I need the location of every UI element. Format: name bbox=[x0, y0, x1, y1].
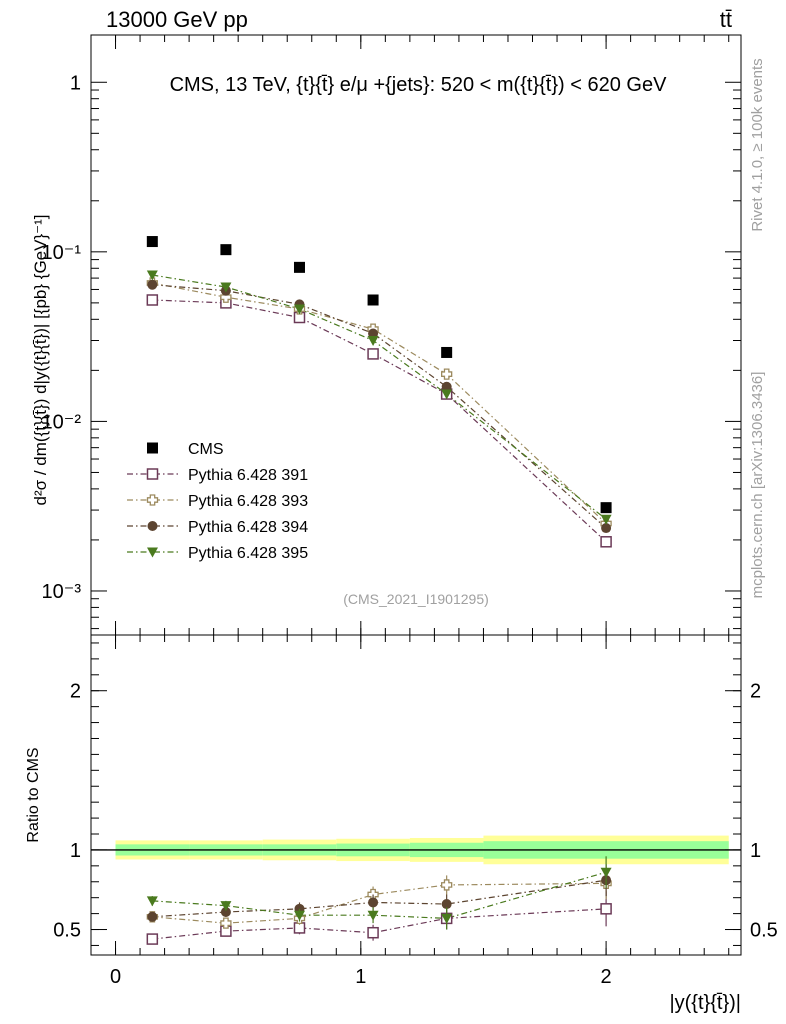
pythia-395-point bbox=[441, 913, 453, 924]
y-tick-label: 10⁻¹ bbox=[42, 242, 82, 264]
analysis-watermark: (CMS_2021_I1901295) bbox=[343, 591, 489, 607]
pythia-393-point bbox=[441, 879, 453, 891]
pythia-391-point bbox=[600, 536, 612, 548]
ratio-y-axis-label: Ratio to CMS bbox=[25, 747, 42, 842]
pythia-394-point bbox=[441, 381, 452, 392]
pythia-394-point bbox=[220, 907, 231, 918]
pythia-395-point bbox=[367, 336, 379, 347]
cms-data-point bbox=[600, 502, 612, 514]
legend-label: Pythia 6.428 393 bbox=[188, 493, 308, 510]
legend-label: Pythia 6.428 395 bbox=[188, 545, 308, 562]
pythia-395-ratio-line bbox=[152, 871, 607, 919]
pythia-394-point bbox=[147, 911, 158, 922]
mcplots-label: mcplots.cern.ch [arXiv:1306.3436] bbox=[749, 372, 766, 599]
pythia-391-point bbox=[146, 294, 159, 306]
ratio-y-tick-label-left: 2 bbox=[70, 681, 81, 703]
cms-data-point bbox=[441, 346, 453, 358]
rivet-version-label: Rivet 4.1.0, ≥ 100k events bbox=[749, 58, 766, 231]
pythia-395-point bbox=[293, 304, 305, 315]
axis-ticks: 0 1 2 10⁻³ 10⁻² 10⁻¹ 1 0.5 0.5 1 1 2 2 bbox=[42, 35, 778, 988]
pythia-395-point bbox=[146, 896, 158, 907]
pythia-395-point bbox=[220, 901, 232, 912]
ratio-panel-frame bbox=[90, 634, 742, 956]
pythia-391-point bbox=[600, 903, 612, 915]
ratio-y-tick-label-left: 0.5 bbox=[53, 920, 81, 942]
main-y-axis-label: d²σ / dm({t}{t̄}) d|y({t}{t̄})| [{pb} {G… bbox=[31, 214, 50, 505]
pythia-393-point bbox=[146, 494, 159, 506]
pythia-391-main-line bbox=[152, 299, 607, 543]
pythia-394-point bbox=[147, 279, 158, 290]
pythia-394-point bbox=[601, 523, 612, 534]
pythia-395-point bbox=[600, 514, 612, 525]
pythia-394-ratio-line bbox=[152, 879, 607, 918]
ratio-y-tick-label-right: 0.5 bbox=[750, 920, 778, 942]
pythia-393-main-line bbox=[152, 282, 607, 524]
pythia-395-point bbox=[441, 389, 453, 400]
cms-data-point bbox=[293, 261, 305, 273]
legend: CMS Pythia 6.428 391 Pythia 6.428 393 Pythi… bbox=[127, 441, 308, 562]
legend-label: Pythia 6.428 394 bbox=[188, 519, 308, 536]
header-left-title: 13000 GeV pp bbox=[106, 7, 248, 32]
header-right-title: tt̄ bbox=[720, 7, 732, 32]
ratio-y-tick-label-right: 1 bbox=[750, 840, 761, 862]
y-tick-label: 10⁻³ bbox=[42, 581, 82, 603]
pythia-394-main-line bbox=[152, 284, 607, 529]
axes-frames bbox=[90, 34, 742, 956]
x-tick-label: 2 bbox=[601, 966, 612, 988]
legend-label: CMS bbox=[188, 441, 224, 458]
x-tick-label: 1 bbox=[355, 966, 366, 988]
ratio-y-tick-label-left: 1 bbox=[70, 840, 81, 862]
pythia-393-point bbox=[441, 368, 453, 380]
x-tick-label: 0 bbox=[110, 966, 121, 988]
pythia-394-point bbox=[368, 328, 379, 339]
chart-title: CMS, 13 TeV, {t}{t̄} e/μ +{jets}: 520 < … bbox=[170, 74, 668, 96]
pythia-395-point bbox=[147, 547, 158, 558]
pythia-391-point bbox=[367, 348, 379, 360]
pythia-393-point bbox=[220, 917, 232, 929]
cms-data-point bbox=[147, 442, 158, 454]
y-tick-label: 10⁻² bbox=[42, 411, 82, 433]
x-axis-label: |y({t}{t̄})| bbox=[669, 992, 741, 1014]
pythia-394-point bbox=[441, 899, 452, 910]
pythia-395-point bbox=[146, 270, 158, 281]
pythia-391-point bbox=[367, 926, 379, 939]
pythia-395-point bbox=[220, 282, 232, 293]
pythia-394-point bbox=[147, 521, 158, 531]
pythia-395-main-line bbox=[152, 274, 607, 520]
pythia-395-point bbox=[367, 910, 379, 921]
pythia-391-ratio-line bbox=[152, 908, 607, 940]
cms-data-point bbox=[220, 244, 232, 256]
pythia-391-point bbox=[146, 933, 159, 945]
y-tick-label: 1 bbox=[70, 72, 81, 94]
pythia-391-point bbox=[146, 468, 159, 480]
pythia-395-point bbox=[600, 867, 612, 878]
data-markers bbox=[146, 236, 612, 945]
cms-uncertainty-bands bbox=[91, 835, 741, 865]
pythia-395-point bbox=[293, 910, 305, 921]
pythia-393-ratio-line bbox=[152, 882, 607, 924]
legend-label: Pythia 6.428 391 bbox=[188, 467, 308, 484]
cms-data-point bbox=[146, 236, 158, 248]
ratio-y-tick-label-right: 2 bbox=[750, 681, 761, 703]
cms-data-point bbox=[367, 294, 379, 306]
series-lines bbox=[152, 274, 607, 940]
pythia-394-point bbox=[368, 897, 379, 908]
